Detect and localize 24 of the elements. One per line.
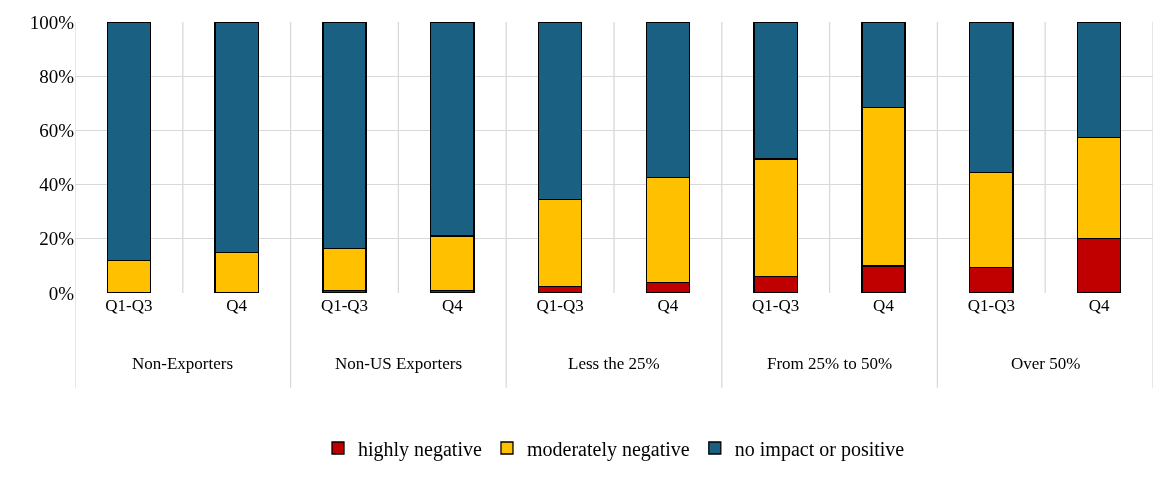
text: Non-US Exporters <box>335 354 463 373</box>
x-tick-label: Q4 <box>657 296 679 315</box>
x-tick-label: Q4 <box>226 296 248 315</box>
y-tick-label: 40% <box>39 174 75 196</box>
y-tick-label: 100% <box>29 11 75 33</box>
y-tick-label: 80% <box>39 65 75 87</box>
text: Over 50% <box>1011 354 1081 373</box>
text: Non-Exporters <box>132 354 234 373</box>
x-tick-label: Q4 <box>441 296 464 315</box>
x-tick-label: Q4 <box>1088 296 1110 315</box>
x-tick-label: Q1-Q3 <box>536 296 584 315</box>
x-tick-label: Q1-Q3 <box>967 296 1015 315</box>
x-tick-label: Q1-Q3 <box>105 296 153 315</box>
y-tick-label: 0% <box>48 282 75 304</box>
text: Less the 25% <box>568 354 660 373</box>
x-tick-label: Q1-Q3 <box>320 296 369 315</box>
legend-label: highly negative <box>358 437 482 461</box>
text: From 25% to 50% <box>767 354 893 373</box>
legend-label: no impact or positive <box>734 437 905 461</box>
y-tick-label: 20% <box>39 228 75 250</box>
legend-label: moderately negative <box>526 437 690 461</box>
x-tick-label: Q4 <box>873 296 895 315</box>
x-tick-label: Q1-Q3 <box>752 296 800 315</box>
y-tick-label: 60% <box>39 120 75 142</box>
